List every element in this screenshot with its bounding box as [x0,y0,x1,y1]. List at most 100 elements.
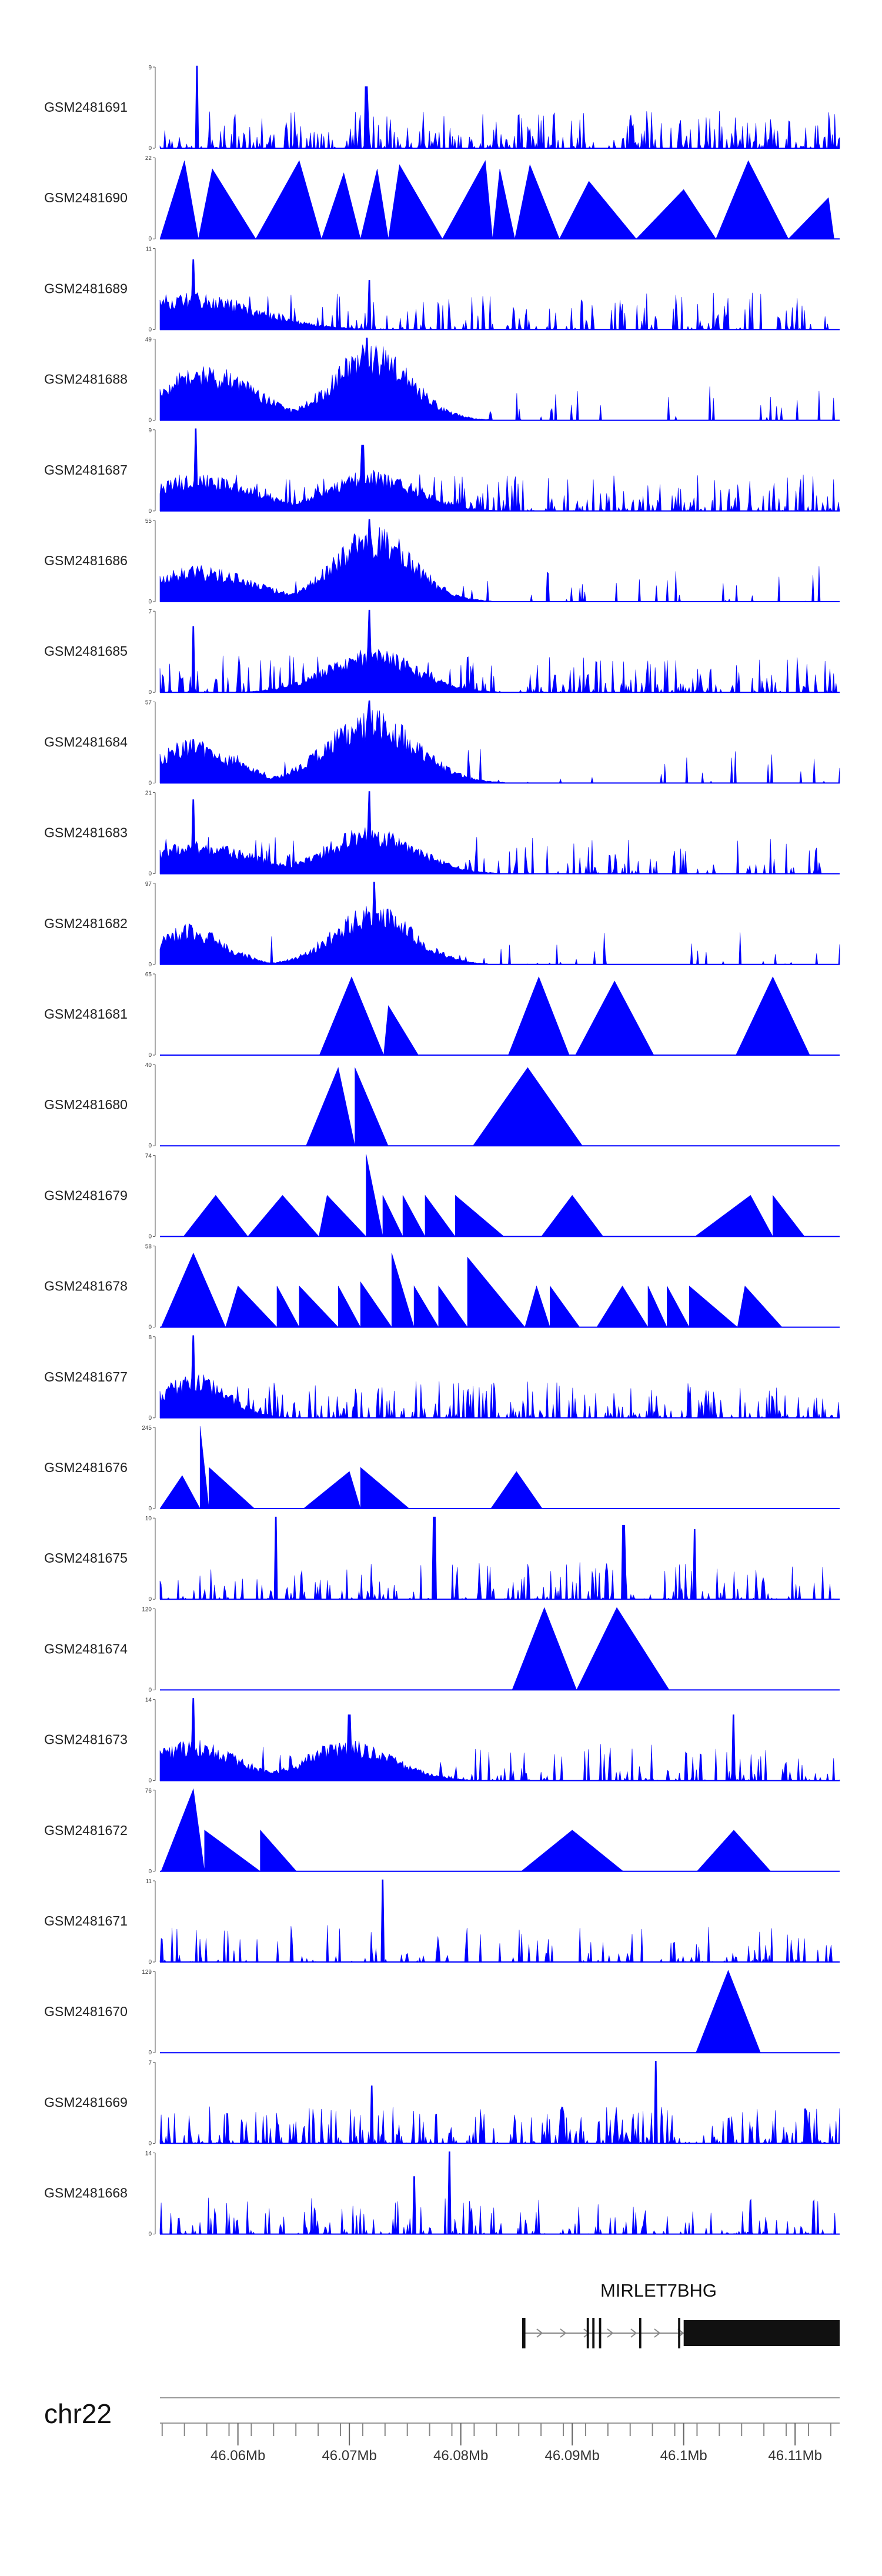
track-label: GSM2481680 [44,1097,128,1112]
track-GSM2481668: GSM2481668 14 0 [44,2151,840,2238]
y-min-label: 0 [148,2231,152,2238]
strand-arrow [654,2328,661,2338]
y-min-label: 0 [148,2050,152,2056]
track-label: GSM2481685 [44,643,128,659]
track-GSM2481670: GSM2481670 129 0 [44,1969,840,2056]
y-max-label: 11 [146,246,152,252]
strand-arrow [583,2328,590,2338]
y-max-label: 55 [145,518,152,525]
track-GSM2481672: GSM2481672 76 0 [44,1788,840,1875]
track-label: GSM2481676 [44,1460,128,1475]
track-label: GSM2481681 [44,1006,128,1022]
y-max-label: 22 [145,155,152,162]
y-max-label: 8 [148,1334,152,1341]
track-label: GSM2481675 [44,1550,128,1566]
y-max-label: 65 [145,972,152,978]
track-GSM2481688: GSM2481688 49 0 [44,337,840,424]
track-GSM2481674: GSM2481674 120 0 [44,1606,840,1693]
track-label: GSM2481688 [44,372,128,387]
y-max-label: 11 [146,1878,152,1885]
track-GSM2481678: GSM2481678 58 0 [44,1244,840,1331]
coverage-area [160,1154,840,1237]
y-min-label: 0 [148,1959,152,1966]
y-max-label: 49 [145,337,152,343]
y-max-label: 120 [142,1606,152,1613]
track-label: GSM2481672 [44,1823,128,1838]
y-min-label: 0 [148,236,152,242]
gene-exon [592,2318,595,2348]
gene-exon [586,2318,589,2348]
y-min-label: 0 [148,1143,152,1149]
track-GSM2481686: GSM2481686 55 0 [44,518,840,605]
y-min-label: 0 [148,418,152,424]
axis-tick-label: 46.08Mb [433,2448,488,2464]
track-label: GSM2481673 [44,1732,128,1747]
axis-tick-label: 46.11Mb [768,2448,822,2464]
axis-tick-label: 46.06Mb [211,2448,265,2464]
track-GSM2481687: GSM2481687 9 0 [44,428,840,515]
track-label: GSM2481671 [44,1913,128,1928]
y-min-label: 0 [148,326,152,333]
y-min-label: 0 [148,1233,152,1240]
coverage-tracks: GSM248169190GSM2481690220GSM2481689110GS… [44,65,840,2238]
y-max-label: 14 [145,1697,152,1704]
gene-name-label: MIRLET7BHG [600,2280,717,2301]
gene-exon [599,2318,602,2348]
gene-annotation-track: MIRLET7BHG [522,2280,840,2348]
track-GSM2481691: GSM2481691 9 0 [44,65,840,152]
y-min-label: 0 [148,2140,152,2147]
gene-exon [522,2318,526,2348]
track-GSM2481679: GSM2481679 74 0 [44,1153,840,1240]
gene-exon [678,2318,681,2348]
genome-axis-track: chr22 46.06Mb 46.07Mb 46.08Mb 46.09Mb 46.1Mb… [44,2397,840,2464]
track-GSM2481683: GSM2481683 21 0 [44,790,840,877]
coverage-area [159,1698,840,1781]
track-label: GSM2481687 [44,462,128,478]
track-GSM2481675: GSM2481675 10 0 [44,1516,840,1603]
track-label: GSM2481669 [44,2094,128,2110]
strand-arrow [630,2328,637,2338]
axis-tick-label: 46.07Mb [322,2448,376,2464]
y-min-label: 0 [148,1868,152,1875]
y-min-label: 0 [148,1506,152,1512]
y-min-label: 0 [148,508,152,515]
y-min-label: 0 [148,871,152,877]
axis-tick-label: 46.09Mb [544,2448,599,2464]
track-GSM2481676: GSM2481676 245 0 [44,1425,840,1512]
y-max-label: 10 [145,1516,152,1522]
strand-arrow [560,2328,567,2338]
y-min-label: 0 [148,145,152,152]
y-min-label: 0 [148,1596,152,1603]
y-min-label: 0 [148,1052,152,1059]
y-max-label: 74 [145,1153,152,1159]
y-max-label: 21 [145,790,152,797]
coverage-area [159,1426,840,1509]
strand-arrow [607,2328,614,2338]
axis-tick-label: 46.1Mb [660,2448,707,2464]
track-label: GSM2481668 [44,2185,128,2201]
y-max-label: 97 [145,881,152,887]
track-label: GSM2481682 [44,916,128,931]
chromosome-label: chr22 [44,2398,112,2429]
track-GSM2481684: GSM2481684 57 0 [44,699,840,786]
track-label: GSM2481683 [44,825,128,840]
y-max-label: 58 [145,1244,152,1250]
track-label: GSM2481679 [44,1187,128,1203]
y-max-label: 245 [142,1425,152,1432]
track-label: GSM2481684 [44,734,128,749]
track-label: GSM2481691 [44,99,128,115]
track-GSM2481682: GSM2481682 97 0 [44,881,840,968]
y-max-label: 40 [145,1062,152,1069]
track-GSM2481671: GSM2481671 11 0 [44,1878,840,1966]
track-label: GSM2481678 [44,1279,128,1294]
y-min-label: 0 [148,599,152,605]
y-min-label: 0 [148,1415,152,1422]
y-max-label: 57 [145,699,152,706]
gene-exon [639,2318,642,2348]
y-max-label: 9 [148,65,152,71]
y-min-label: 0 [148,1687,152,1693]
track-GSM2481673: GSM2481673 14 0 [44,1697,840,1784]
track-label: GSM2481674 [44,1641,128,1656]
